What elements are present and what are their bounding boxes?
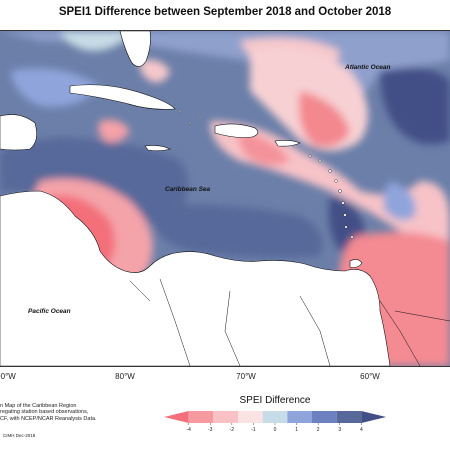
legend-swatch xyxy=(336,411,362,423)
legend-ticks: -4 -3 -2 -1 0 1 2 3 4 xyxy=(186,423,363,433)
negative-anomaly-zone xyxy=(238,131,290,166)
label-pacific-ocean: Pacific Ocean xyxy=(28,308,71,315)
negative-anomaly-zone xyxy=(299,91,350,147)
note-line: CF, with NCEP/NCAR Reanalysis Data. xyxy=(0,415,97,422)
trinidad xyxy=(349,259,363,268)
note-line: n Map of the Caribbean Region xyxy=(0,403,77,409)
lon-tick-70w: 70°W xyxy=(236,372,256,381)
lon-tick-90w: 90°W xyxy=(0,372,16,381)
legend-swatch xyxy=(361,411,386,423)
legend-colorbar: -4 -3 -2 -1 0 1 2 3 4 xyxy=(164,411,386,433)
legend-swatch xyxy=(238,411,263,423)
jamaica xyxy=(144,145,171,152)
legend-tick-label: -4 xyxy=(186,427,191,433)
legend-swatch xyxy=(213,411,238,423)
legend-swatch xyxy=(164,411,189,423)
positive-anomaly-zone xyxy=(150,204,323,258)
florida-peninsula xyxy=(119,31,151,67)
legend-tick-label: -1 xyxy=(251,427,256,433)
credit-text: CIMH Dec-2018 xyxy=(3,433,36,438)
map-notes: n Map of the Caribbean Region regating s… xyxy=(0,403,97,422)
legend-tick-label: 0 xyxy=(274,427,277,433)
puerto-rico xyxy=(274,140,301,147)
legend-swatches xyxy=(164,411,386,423)
legend-swatch xyxy=(262,411,288,423)
legend-swatch xyxy=(287,411,312,423)
note-line: regating station based observations, xyxy=(0,409,89,416)
label-atlantic-ocean: Atlantic Ocean xyxy=(344,64,391,71)
negative-anomaly-zone xyxy=(139,59,170,83)
negative-anomaly-zone xyxy=(98,119,130,143)
map-title: SPEI1 Difference between September 2018 … xyxy=(58,6,392,18)
landmasses xyxy=(0,31,391,366)
legend-tick-label: -3 xyxy=(208,427,213,433)
legend-tick-label: 2 xyxy=(317,427,320,433)
borders xyxy=(129,278,450,366)
legend-title: SPEI Difference xyxy=(239,395,311,406)
legend-tick-label: 1 xyxy=(295,427,298,433)
legend-swatch xyxy=(312,411,337,423)
label-caribbean-sea: Caribbean Sea xyxy=(165,186,211,193)
positive-anomaly-zone xyxy=(383,181,416,220)
lon-tick-80w: 80°W xyxy=(115,372,135,381)
legend-tick-label: 3 xyxy=(338,427,341,433)
central-america-coast xyxy=(0,190,391,366)
positive-anomaly-zone xyxy=(380,67,450,145)
lesser-antilles xyxy=(178,109,354,239)
spei-map: Atlantic Ocean Caribbean Sea Pacific Oce… xyxy=(0,30,450,367)
yucatan xyxy=(0,114,37,151)
cuba xyxy=(69,84,176,110)
positive-anomaly-zone xyxy=(0,137,188,225)
legend-tick-label: 4 xyxy=(360,427,363,433)
legend-swatch xyxy=(188,411,214,423)
legend-tick-label: -2 xyxy=(230,427,235,433)
positive-anomaly-zone xyxy=(10,68,100,107)
positive-anomaly-zone xyxy=(60,31,130,51)
lon-tick-60w: 60°W xyxy=(360,372,380,381)
hispaniola xyxy=(214,123,259,138)
